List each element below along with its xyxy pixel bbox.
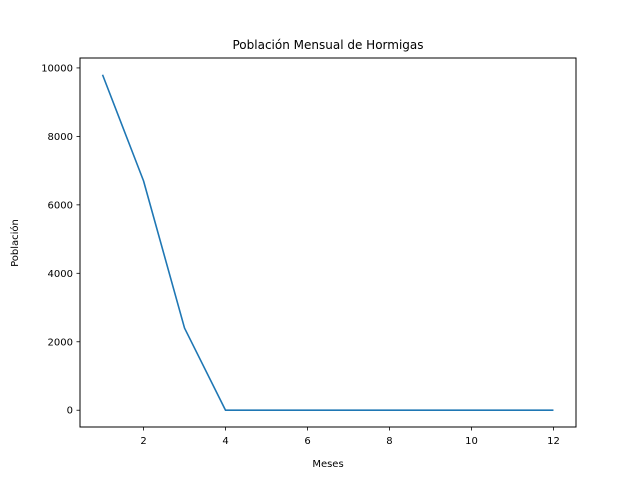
series-line bbox=[101, 74, 554, 412]
plot-frame bbox=[79, 57, 577, 428]
y-axis: 0 2000 4000 6000 8000 10000 bbox=[41, 63, 80, 417]
y-tick-label: 2000 bbox=[48, 337, 73, 348]
y-axis-label: Población bbox=[9, 219, 21, 267]
x-tick-label: 6 bbox=[304, 436, 310, 447]
x-axis: 2 4 6 8 10 12 bbox=[140, 427, 560, 447]
plot-area bbox=[101, 74, 554, 412]
x-tick-label: 10 bbox=[465, 436, 478, 447]
x-tick-label: 8 bbox=[386, 436, 392, 447]
x-tick-label: 4 bbox=[222, 436, 228, 447]
x-axis-label: Meses bbox=[312, 459, 343, 470]
x-tick-label: 2 bbox=[140, 436, 146, 447]
y-tick-label: 10000 bbox=[41, 63, 73, 74]
y-tick-label: 8000 bbox=[48, 132, 73, 143]
y-tick-label: 0 bbox=[67, 406, 73, 417]
y-tick-label: 6000 bbox=[48, 200, 73, 211]
y-tick-label: 4000 bbox=[48, 269, 73, 280]
chart-title: Población Mensual de Hormigas bbox=[233, 38, 424, 52]
x-tick-label: 12 bbox=[547, 436, 560, 447]
